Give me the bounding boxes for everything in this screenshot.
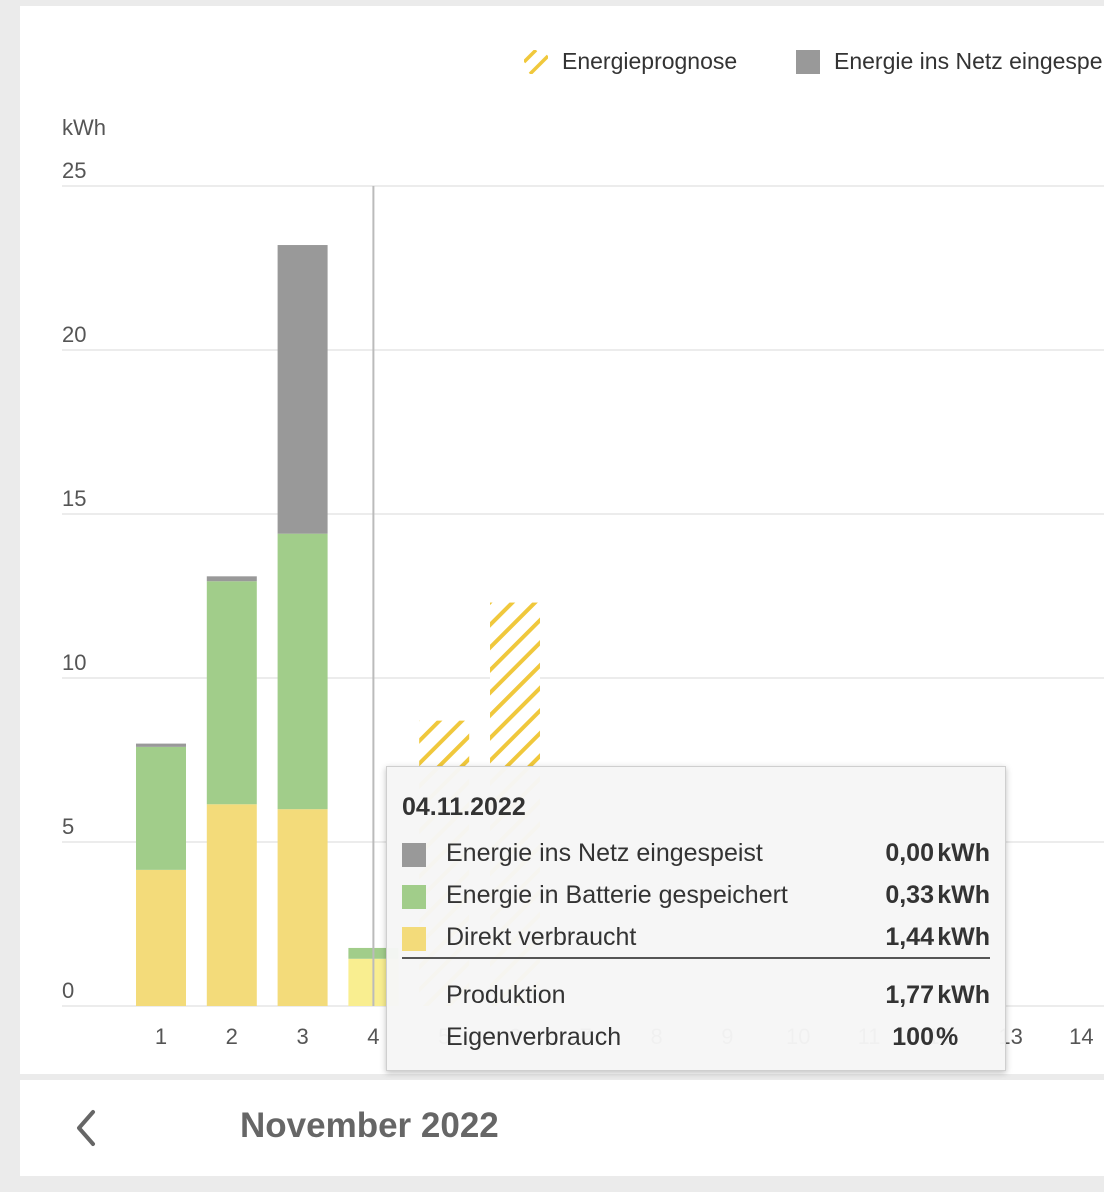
tooltip-unit-batterie: kWh (937, 881, 990, 909)
tooltip-value-direkt: 1,44 (885, 923, 934, 951)
bar-batterie-3[interactable] (277, 533, 328, 810)
tooltip-row-eigenverbrauch: Eigenverbrauch 100 % (402, 1021, 990, 1055)
tooltip-swatch-netz (402, 843, 426, 867)
tooltip-label-produktion: Produktion (446, 981, 566, 1009)
tooltip-swatch-batterie (402, 885, 426, 909)
bar-direkt-2[interactable] (206, 804, 257, 1006)
tooltip-divider (402, 957, 990, 959)
legend-item-netz[interactable]: Energie ins Netz eingespeist (796, 48, 1104, 75)
tooltip-swatch-direkt (402, 927, 426, 951)
legend-swatch-netz (796, 49, 820, 74)
x-tick-label: 1 (155, 1024, 167, 1049)
tooltip-row-produktion: Produktion 1,77 kWh (402, 979, 990, 1013)
y-tick-label: 5 (62, 814, 74, 839)
tooltip-date: 04.11.2022 (402, 793, 526, 821)
bar-batterie-2[interactable] (206, 581, 257, 805)
tooltip-unit-eigenverbrauch: % (936, 1023, 959, 1051)
tooltip-value-batterie: 0,33 (885, 881, 934, 909)
legend-swatch-prognose (522, 48, 550, 75)
bar-direkt-3[interactable] (277, 809, 328, 1006)
chart-legend: Energieprognose Energie ins Netz eingesp… (502, 48, 1104, 80)
tooltip-label-batterie: Energie in Batterie gespeichert (446, 881, 788, 909)
month-title: November 2022 (240, 1106, 499, 1145)
tooltip-label-netz: Energie ins Netz eingespeist (446, 839, 763, 867)
month-navigation: November 2022 (20, 1080, 1104, 1176)
x-tick-label: 2 (226, 1024, 238, 1049)
y-tick-label: 20 (62, 322, 86, 347)
bar-netz-1[interactable] (136, 743, 186, 747)
chevron-left-icon (77, 1110, 95, 1146)
previous-month-button[interactable] (62, 1104, 110, 1152)
tooltip: 04.11.2022 Energie ins Netz eingespeist … (386, 766, 1006, 1071)
legend-label-netz: Energie ins Netz eingespeist (834, 48, 1104, 74)
y-tick-label: 0 (62, 978, 74, 1003)
tooltip-value-eigenverbrauch: 100 (892, 1023, 934, 1051)
tooltip-value-produktion: 1,77 (885, 981, 934, 1009)
tooltip-unit-produktion: kWh (937, 981, 990, 1009)
tooltip-label-eigenverbrauch: Eigenverbrauch (446, 1023, 622, 1051)
chart-card: Energieprognose Energie ins Netz eingesp… (20, 6, 1104, 1074)
bar-direkt-1[interactable] (136, 869, 186, 1006)
tooltip-unit-netz: kWh (937, 839, 990, 867)
y-tick-label: 15 (62, 486, 86, 511)
legend-item-prognose[interactable]: Energieprognose (522, 48, 738, 75)
bar-batterie-1[interactable] (136, 746, 186, 870)
y-tick-label: 10 (62, 650, 86, 675)
tooltip-unit-direkt: kWh (937, 923, 990, 951)
y-axis-unit-label: kWh (62, 115, 106, 140)
bar-netz-3[interactable] (277, 245, 328, 534)
tooltip-row-batterie: Energie in Batterie gespeichert 0,33 kWh (402, 879, 990, 913)
tooltip-value-netz: 0,00 (885, 839, 934, 867)
x-tick-label: 4 (367, 1024, 379, 1049)
y-tick-label: 25 (62, 158, 86, 183)
legend-label-prognose: Energieprognose (562, 48, 738, 74)
x-tick-label: 3 (296, 1024, 308, 1049)
tooltip-row-direkt: Direkt verbraucht 1,44 kWh (402, 921, 990, 955)
x-tick-label: 14 (1069, 1024, 1093, 1049)
tooltip-row-netz: Energie ins Netz eingespeist 0,00 kWh (402, 837, 990, 871)
tooltip-label-direkt: Direkt verbraucht (446, 923, 637, 951)
bar-netz-2[interactable] (206, 576, 257, 582)
